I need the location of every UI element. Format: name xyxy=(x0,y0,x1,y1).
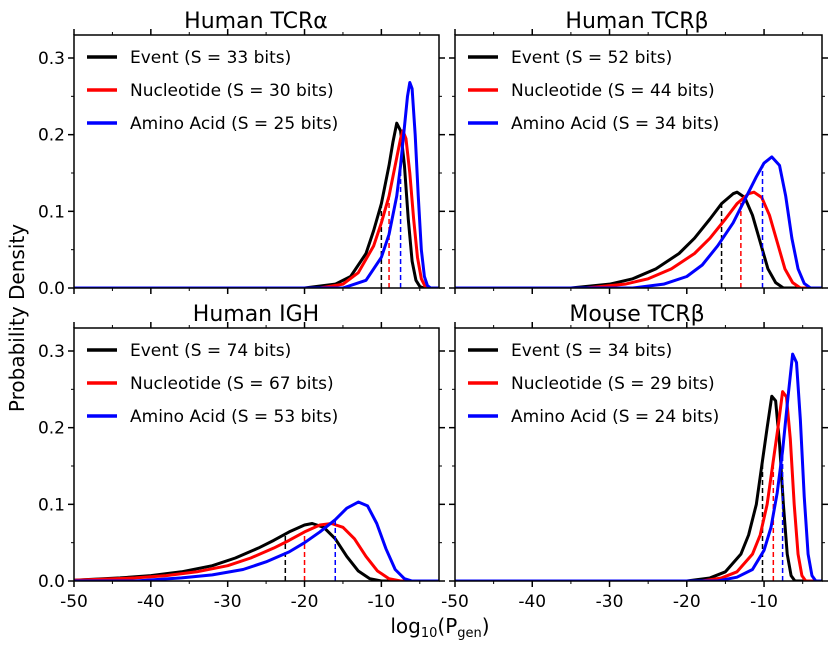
panel-human-tcr-legend-label-amino-acid: Amino Acid (S = 34 bits) xyxy=(511,114,719,134)
x-axis-label-log: log xyxy=(390,614,421,638)
x-axis-label-gen: gen xyxy=(457,626,482,641)
panel-human-igh: 0.0 0.1 0.2 0.3 -50 -40 -30 -20 -10 Event (S = 74… xyxy=(38,322,445,612)
panel-title-human-tcra: Human TCRα xyxy=(184,9,328,34)
panel-mouse-tcr-legend-label-amino-acid: Amino Acid (S = 24 bits) xyxy=(511,407,719,427)
panel-human-tcr-y-tick-label: 0.2 xyxy=(38,126,65,146)
panel-title-human-igh: Human IGH xyxy=(193,302,319,327)
panel-human-igh-x-tick-label: -30 xyxy=(214,592,242,612)
panel-title-human-tcrb: Human TCRβ xyxy=(565,9,708,34)
panel-human-igh-x-tick-label: -40 xyxy=(137,592,165,612)
panel-human-igh-x-tick-label: -10 xyxy=(367,592,395,612)
panel-human-tcr-nucleotide-series-line xyxy=(74,129,439,288)
panel-mouse-tcr-frame xyxy=(454,327,823,582)
panel-mouse-tcr-x-tick-label: -20 xyxy=(673,592,701,612)
panel-human-igh-frame xyxy=(73,327,440,582)
panel-human-igh-legend-label-event: Event (S = 74 bits) xyxy=(130,341,291,361)
panel-mouse-tcr-legend-label-nucleotide: Nucleotide (S = 29 bits) xyxy=(511,374,715,394)
panel-mouse-tcr-x-tick-label: -40 xyxy=(518,592,546,612)
panel-human-tcr-y-tick-label: 0.1 xyxy=(38,202,65,222)
panel-human-igh-x-tick-label: -50 xyxy=(60,592,88,612)
panel-human-tcr-legend-label-event: Event (S = 33 bits) xyxy=(130,48,291,68)
x-axis-label: log10(Pgen) xyxy=(390,614,489,641)
panel-mouse-tcr-amino-acid-series-line xyxy=(455,352,822,581)
panel-mouse-tcr-x-tick-label: -10 xyxy=(750,592,778,612)
panel-human-tcr-event-series-line xyxy=(455,190,822,288)
panel-human-tcr-y-tick-label: 0.0 xyxy=(38,279,65,299)
panel-human-tcr: Event (S = 52 bits) Nucleotide (S = 44 bi… xyxy=(449,29,828,294)
panel-human-igh-y-tick-label: 0.3 xyxy=(38,342,65,362)
panel-human-tcr-event-series-line xyxy=(74,121,439,288)
panel-human-igh-legend-label-amino-acid: Amino Acid (S = 53 bits) xyxy=(130,407,338,427)
panel-human-tcr-frame xyxy=(454,34,823,289)
panel-mouse-tcr-x-tick-label: -50 xyxy=(441,592,469,612)
panel-human-tcr-amino-acid-series-line xyxy=(74,81,439,288)
panel-human-tcr-legend-label-amino-acid: Amino Acid (S = 25 bits) xyxy=(130,114,338,134)
x-axis-label-close: ) xyxy=(482,614,490,638)
panel-mouse-tcr-legend-label-event: Event (S = 34 bits) xyxy=(511,341,672,361)
panel-title-mouse-tcrb: Mouse TCRβ xyxy=(569,302,704,327)
panel-human-tcr-y-tick-label: 0.3 xyxy=(38,49,65,69)
panel-human-tcr-nucleotide-series-line xyxy=(455,190,822,288)
panel-human-igh-y-tick-label: 0.1 xyxy=(38,495,65,515)
panel-human-tcr-legend-label-nucleotide: Nucleotide (S = 44 bits) xyxy=(511,81,715,101)
panel-human-tcr-frame xyxy=(73,34,440,289)
panel-mouse-tcr-x-tick-label: -30 xyxy=(596,592,624,612)
panel-human-tcr-legend-label-event: Event (S = 52 bits) xyxy=(511,48,672,68)
panel-mouse-tcr-event-series-line xyxy=(455,394,822,581)
panel-human-tcr-amino-acid-series-line xyxy=(455,155,822,288)
x-axis-label-paren: (P xyxy=(437,614,457,638)
panel-human-igh-y-tick-label: 0.0 xyxy=(38,572,65,592)
panel-human-igh-amino-acid-series-line xyxy=(74,500,439,581)
panel-mouse-tcr: -50 -40 -30 -20 -10 Event (S = 34 bits) Nucleo… xyxy=(441,322,828,612)
panel-mouse-tcr-nucleotide-series-line xyxy=(455,390,822,581)
panel-human-tcr: 0.0 0.1 0.2 0.3 Event (S = 33 bits) Nucleotid… xyxy=(38,29,445,299)
panel-human-igh-y-tick-label: 0.2 xyxy=(38,419,65,439)
panel-human-igh-event-series-line xyxy=(74,522,439,581)
x-axis-label-base: 10 xyxy=(421,626,438,641)
panel-human-tcr-legend-label-nucleotide: Nucleotide (S = 30 bits) xyxy=(130,81,334,101)
panel-human-igh-x-tick-label: -20 xyxy=(291,592,319,612)
y-axis-label: Probability Density xyxy=(5,224,29,412)
panel-human-igh-nucleotide-series-line xyxy=(74,522,439,581)
panel-human-igh-legend-label-nucleotide: Nucleotide (S = 67 bits) xyxy=(130,374,334,394)
